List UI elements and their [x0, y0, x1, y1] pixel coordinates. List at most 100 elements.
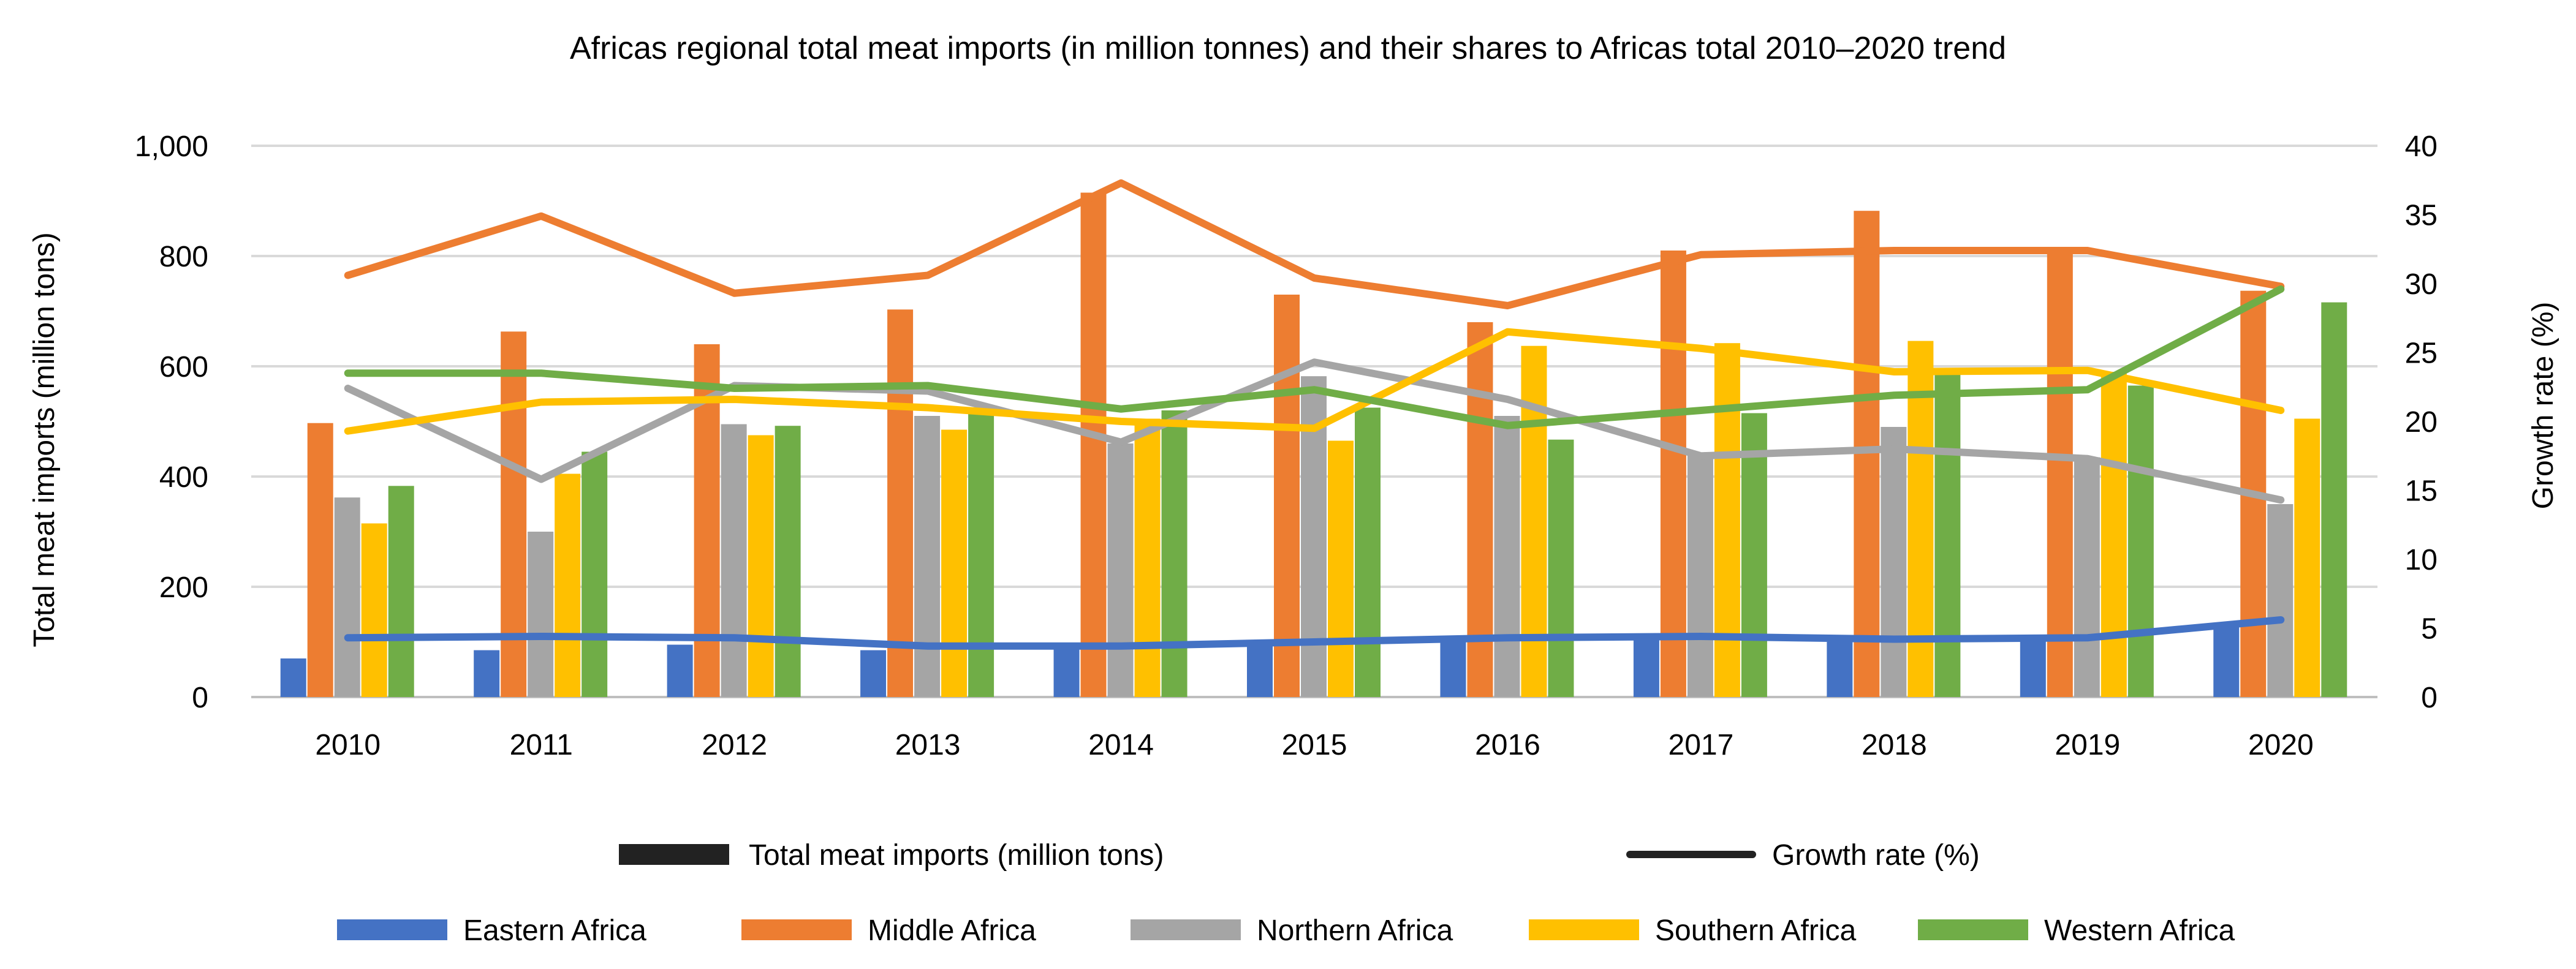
bar-western-africa-2012 — [775, 426, 801, 697]
bar-eastern-africa-2013 — [860, 650, 887, 697]
bar-northern-africa-2016 — [1494, 416, 1520, 697]
bar-southern-africa-2011 — [555, 473, 581, 697]
legend-swatch-northern-africa — [1131, 919, 1241, 940]
bar-middle-africa-2011 — [501, 331, 527, 697]
line-northern-africa — [344, 358, 2285, 504]
legend-type: Total meat imports (million tons) Growth… — [619, 839, 1980, 872]
legend-label-southern-africa: Southern Africa — [1655, 914, 1857, 947]
x-tick-label: 2019 — [2055, 729, 2120, 761]
bar-eastern-africa-2016 — [1440, 642, 1466, 697]
bar-western-africa-2017 — [1741, 413, 1767, 697]
bar-southern-africa-2012 — [748, 435, 774, 697]
bar-northern-africa-2020 — [2267, 504, 2294, 697]
bar-southern-africa-2017 — [1714, 343, 1740, 697]
bar-middle-africa-2013 — [887, 309, 914, 697]
bar-eastern-africa-2012 — [667, 644, 693, 697]
line-southern-africa — [344, 328, 2285, 435]
legend-swatch-southern-africa — [1529, 919, 1639, 940]
bar-eastern-africa-2019 — [2020, 636, 2046, 697]
legend-label-middle-africa: Middle Africa — [868, 914, 1036, 947]
right-axis-label: Growth rate (%) — [2527, 302, 2559, 510]
bar-southern-africa-2014 — [1134, 418, 1161, 697]
bar-eastern-africa-2014 — [1053, 647, 1080, 697]
bar-western-africa-2011 — [581, 451, 608, 697]
bar-northern-africa-2017 — [1687, 454, 1713, 697]
bar-southern-africa-2013 — [941, 429, 968, 697]
bars — [280, 192, 2347, 698]
left-tick-label: 800 — [159, 241, 208, 273]
right-tick-label: 40 — [2405, 130, 2438, 163]
bar-northern-africa-2010 — [334, 497, 360, 697]
right-tick-label: 30 — [2405, 268, 2438, 301]
bar-eastern-africa-2011 — [474, 650, 500, 697]
right-tick-label: 35 — [2405, 200, 2438, 232]
bar-western-africa-2018 — [1934, 374, 1961, 697]
x-tick-label: 2016 — [1475, 729, 1540, 761]
x-tick-label: 2015 — [1282, 729, 1347, 761]
left-axis-ticks: 0 200 400 600 800 1,000 — [135, 130, 208, 714]
bar-middle-africa-2017 — [1660, 251, 1686, 697]
left-axis-label: Total meat imports (million tons) — [28, 232, 61, 647]
bar-northern-africa-2013 — [914, 416, 941, 697]
x-tick-label: 2011 — [510, 729, 573, 761]
bar-southern-africa-2020 — [2294, 418, 2320, 697]
right-tick-label: 20 — [2405, 406, 2438, 439]
bar-western-africa-2019 — [2127, 385, 2154, 697]
bar-southern-africa-2016 — [1521, 345, 1547, 697]
bar-middle-africa-2014 — [1080, 192, 1107, 697]
bar-western-africa-2010 — [388, 486, 414, 697]
legend-line-label: Growth rate (%) — [1772, 839, 1980, 872]
bar-northern-africa-2019 — [2074, 457, 2100, 697]
legend-swatch-eastern-africa — [337, 919, 447, 940]
bar-eastern-africa-2015 — [1247, 644, 1273, 697]
bar-western-africa-2016 — [1548, 439, 1574, 697]
right-tick-label: 5 — [2421, 613, 2438, 646]
bar-northern-africa-2011 — [528, 532, 554, 697]
chart-title: Africas regional total meat imports (in … — [570, 31, 2006, 66]
legend-swatch-middle-africa — [741, 919, 852, 940]
x-tick-label: 2012 — [702, 729, 767, 761]
line-eastern-africa — [344, 616, 2285, 650]
legend-label-eastern-africa: Eastern Africa — [463, 914, 646, 947]
bar-western-africa-2013 — [968, 413, 994, 697]
x-tick-label: 2010 — [315, 729, 381, 761]
legend-bar-label: Total meat imports (million tons) — [749, 839, 1164, 872]
x-tick-label: 2017 — [1669, 729, 1734, 761]
left-tick-label: 400 — [159, 461, 208, 494]
right-tick-label: 25 — [2405, 337, 2438, 370]
bar-western-africa-2020 — [2321, 302, 2347, 698]
x-tick-label: 2020 — [2248, 729, 2314, 761]
line-middle-africa — [344, 179, 2285, 309]
bar-middle-africa-2015 — [1274, 295, 1300, 697]
bar-western-africa-2015 — [1355, 407, 1381, 697]
left-tick-label: 0 — [192, 682, 208, 714]
left-tick-label: 1,000 — [135, 130, 208, 163]
bar-northern-africa-2012 — [721, 424, 747, 697]
bar-middle-africa-2019 — [2047, 253, 2073, 697]
bar-northern-africa-2018 — [1881, 427, 1907, 697]
bar-eastern-africa-2020 — [2213, 622, 2240, 697]
bar-southern-africa-2019 — [2101, 372, 2127, 697]
bar-eastern-africa-2018 — [1827, 642, 1853, 697]
x-axis-ticks: 2010 2011 2012 2013 2014 2015 2016 2017 2018 2019… — [315, 729, 2313, 761]
x-tick-label: 2013 — [895, 729, 961, 761]
x-tick-label: 2014 — [1088, 729, 1154, 761]
legend-label-western-africa: Western Africa — [2044, 914, 2235, 947]
bar-southern-africa-2010 — [361, 523, 387, 697]
left-tick-label: 200 — [159, 571, 208, 604]
line-western-africa — [344, 285, 2285, 429]
right-axis-ticks: 0 5 10 15 20 25 30 35 40 — [2405, 130, 2438, 714]
right-tick-label: 0 — [2421, 682, 2438, 714]
bar-middle-africa-2010 — [307, 423, 333, 697]
bar-eastern-africa-2017 — [1633, 639, 1659, 697]
right-tick-label: 10 — [2405, 544, 2438, 576]
right-tick-label: 15 — [2405, 475, 2438, 508]
bar-southern-africa-2015 — [1328, 440, 1354, 697]
legend-bar-swatch — [619, 844, 729, 865]
legend-label-northern-africa: Northern Africa — [1257, 914, 1453, 947]
left-tick-label: 600 — [159, 351, 208, 383]
bar-northern-africa-2014 — [1107, 443, 1134, 697]
bar-western-africa-2014 — [1161, 410, 1188, 697]
legend-regions: Eastern Africa Middle Africa Northern Afri… — [337, 914, 2235, 947]
